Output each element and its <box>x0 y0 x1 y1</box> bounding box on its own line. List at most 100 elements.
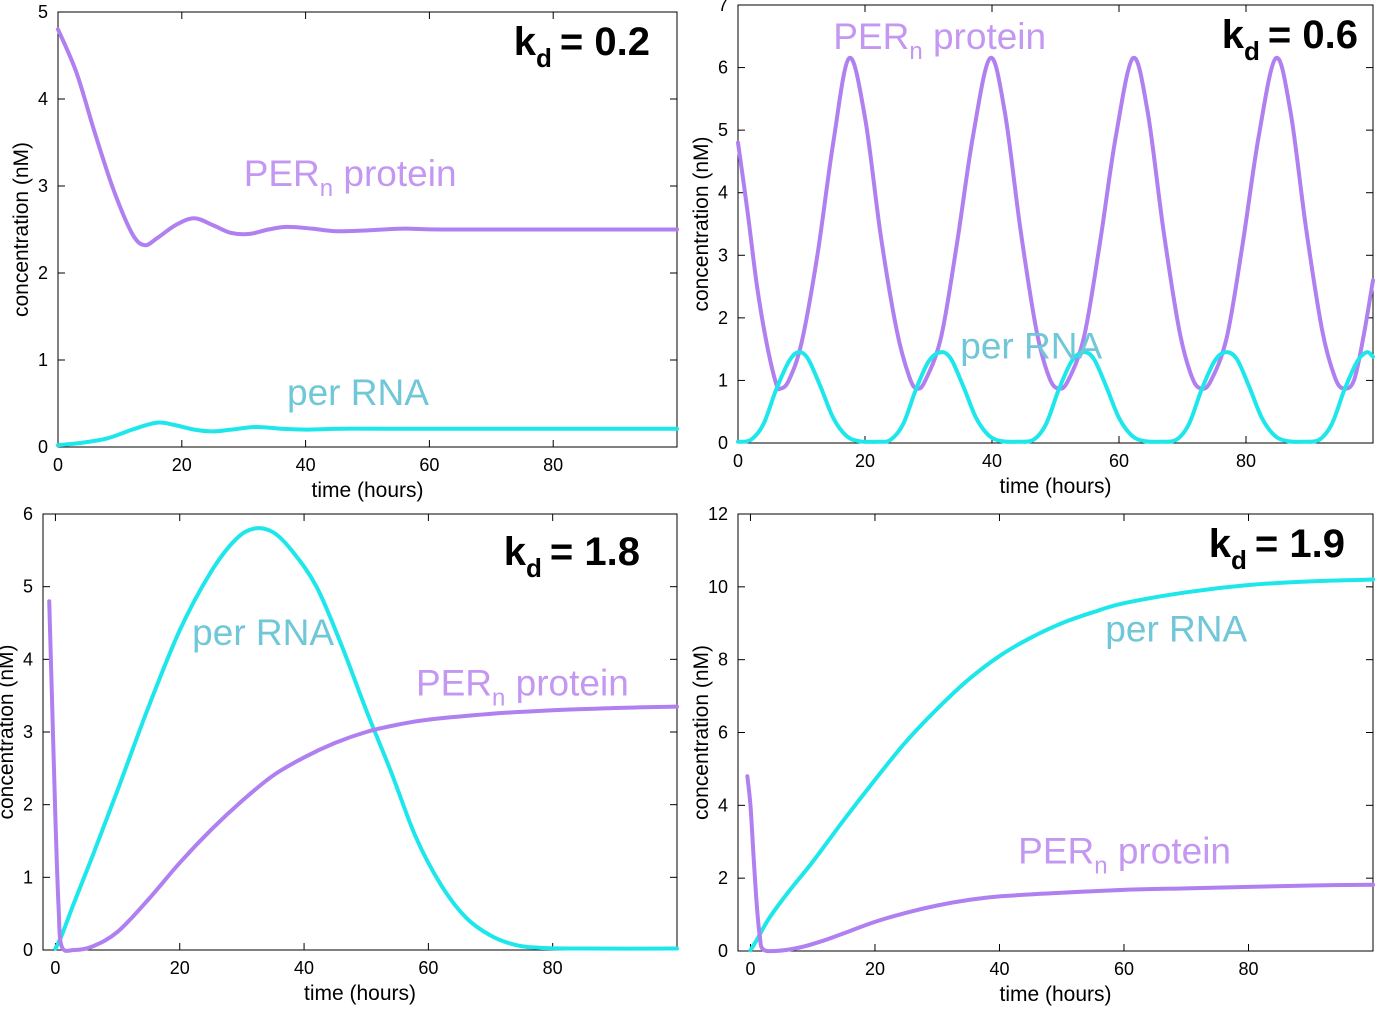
x-tick-label: 0 <box>745 959 755 979</box>
x-tick-label: 0 <box>50 958 60 978</box>
kd-symbol: k <box>514 20 537 64</box>
y-tick-label: 6 <box>718 723 728 743</box>
series-line-per-rna <box>736 350 1375 444</box>
kd-symbol: k <box>1209 522 1232 566</box>
y-tick-label: 4 <box>23 649 33 669</box>
x-tick-label: 80 <box>543 958 563 978</box>
series-label-pern-protein: PERn protein <box>833 16 1046 65</box>
series-line-pern-protein <box>56 27 679 248</box>
kd-annotation: kd = 0.6 <box>1222 13 1358 66</box>
x-tick-label: 80 <box>543 455 563 475</box>
y-tick-label: 4 <box>718 795 728 815</box>
y-axis-label: concentration (nM) <box>690 645 713 820</box>
y-tick-label: 6 <box>718 58 728 78</box>
x-tick-label: 80 <box>1238 959 1258 979</box>
x-tick-label: 80 <box>1236 451 1256 471</box>
kd-annotation: kd = 1.8 <box>504 530 640 583</box>
chart-panel-bottom-left: 0 20 40 60 80 0 1 2 3 4 5 6 time (hours) concentratio… <box>0 504 679 1005</box>
x-axis-label: time (hours) <box>311 479 423 502</box>
x-tick-label: 20 <box>172 455 192 475</box>
y-tick-label: 1 <box>23 867 33 887</box>
series-label-per-rna: per RNA <box>192 612 334 653</box>
x-tick-label: 0 <box>53 455 63 475</box>
series-label-pern-protein: PERn protein <box>244 153 457 202</box>
series-label-main: PER <box>833 16 909 57</box>
series-label-main: per RNA <box>960 326 1102 367</box>
kd-subscript: d <box>526 553 542 583</box>
series-line-pern-protein <box>736 55 1375 392</box>
y-tick-label: 2 <box>718 868 728 888</box>
x-tick-label: 60 <box>419 455 439 475</box>
series-line-per-rna <box>748 577 1375 953</box>
series-label-subscript: n <box>1094 853 1107 880</box>
chart-panel-top-left: 0 20 40 60 80 0 1 2 3 4 5 time (hours) concentration… <box>10 2 679 502</box>
series-label-rest: protein <box>333 153 456 194</box>
kd-subscript: d <box>536 43 552 73</box>
y-tick-label: 12 <box>708 504 728 524</box>
series-label-subscript: n <box>320 175 333 202</box>
x-tick-label: 40 <box>294 958 314 978</box>
y-tick-label: 4 <box>718 183 728 203</box>
y-tick-label: 8 <box>718 650 728 670</box>
x-axis-label: time (hours) <box>999 475 1111 498</box>
kd-subscript: d <box>1244 36 1260 66</box>
y-tick-label: 2 <box>23 795 33 815</box>
y-tick-label: 10 <box>708 577 728 597</box>
series-label-main: PER <box>416 663 492 704</box>
y-tick-label: 5 <box>718 120 728 140</box>
series-label-pern-protein: PERn protein <box>416 663 629 712</box>
series-label-main: per RNA <box>287 372 429 413</box>
x-tick-label: 60 <box>418 958 438 978</box>
plot-frame <box>737 4 1374 444</box>
y-tick-label: 3 <box>38 176 48 196</box>
y-tick-label: 6 <box>23 504 33 524</box>
y-axis-label: concentration (nM) <box>10 142 33 317</box>
series-label-main: per RNA <box>192 612 334 653</box>
x-axis-label: time (hours) <box>304 982 416 1005</box>
series-label-main: PER <box>244 153 320 194</box>
y-tick-label: 2 <box>718 308 728 328</box>
y-tick-label: 0 <box>23 940 33 960</box>
y-tick-label: 5 <box>38 2 48 22</box>
series-label-rest: protein <box>923 16 1046 57</box>
series-line-per-rna <box>53 526 679 951</box>
y-axis-label: concentration (nM) <box>0 644 18 819</box>
series-label-subscript: n <box>909 38 922 65</box>
y-tick-label: 5 <box>23 577 33 597</box>
series-label-per-rna: per RNA <box>287 372 429 413</box>
x-tick-label: 20 <box>170 958 190 978</box>
series-label-rest: protein <box>1108 831 1231 872</box>
series-line-per-rna <box>56 420 679 448</box>
y-tick-label: 3 <box>718 245 728 265</box>
y-tick-label: 7 <box>718 0 728 15</box>
series-label-main: PER <box>1018 831 1094 872</box>
y-tick-label: 3 <box>23 722 33 742</box>
series-label-rest: protein <box>505 663 628 704</box>
x-tick-label: 20 <box>855 451 875 471</box>
x-tick-label: 40 <box>982 451 1002 471</box>
kd-annotation: kd = 1.9 <box>1209 522 1345 575</box>
y-tick-label: 2 <box>38 263 48 283</box>
x-tick-label: 60 <box>1114 959 1134 979</box>
series-label-subscript: n <box>492 685 505 712</box>
y-tick-label: 0 <box>38 437 48 457</box>
x-tick-label: 20 <box>865 959 885 979</box>
y-tick-label: 0 <box>718 433 728 453</box>
x-tick-label: 60 <box>1109 451 1129 471</box>
series-label-per-rna: per RNA <box>960 326 1102 367</box>
series-line-pern-protein <box>47 599 679 953</box>
chart-panel-top-right: 0 20 40 60 80 0 1 2 3 4 5 6 7 time (hours) concentrati… <box>690 0 1375 498</box>
x-tick-label: 0 <box>733 451 743 471</box>
y-tick-label: 4 <box>38 89 48 109</box>
y-tick-label: 1 <box>718 370 728 390</box>
kd-subscript: d <box>1231 545 1247 575</box>
x-tick-label: 40 <box>296 455 316 475</box>
kd-value: = 0.6 <box>1268 13 1358 57</box>
y-tick-label: 1 <box>38 350 48 370</box>
series-line-pern-protein <box>745 774 1375 954</box>
y-tick-label: 0 <box>718 941 728 961</box>
y-axis-label: concentration (nM) <box>690 136 713 311</box>
kd-annotation: kd = 0.2 <box>514 20 650 73</box>
kd-value: = 0.2 <box>560 20 650 64</box>
series-label-main: per RNA <box>1105 608 1247 649</box>
